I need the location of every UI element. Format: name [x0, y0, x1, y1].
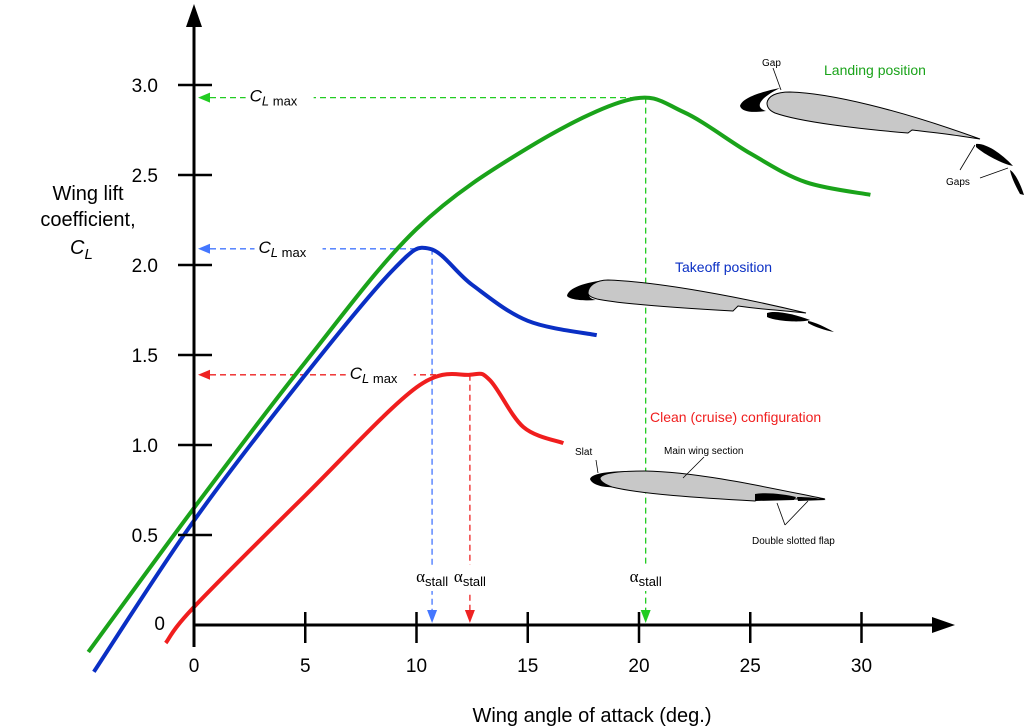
landing-flap-2 [1010, 170, 1024, 195]
takeoff-position-label: Takeoff position [675, 259, 772, 275]
cl-max-label: CL max [259, 238, 307, 260]
cl-max-label: CL max [250, 87, 298, 109]
landing-position-label: Landing position [824, 62, 926, 78]
y-tick-label: 1.0 [132, 436, 158, 457]
alpha-stall-label: αstall [454, 567, 486, 589]
y-tick-label: 3.0 [132, 76, 158, 97]
landing-slat [740, 88, 780, 112]
cl-max-label-bg [345, 360, 414, 385]
alpha-stall-label-bg [414, 565, 453, 591]
slat-label: Slat [575, 447, 592, 458]
clean-configuration-label: Clean (cruise) configuration [650, 409, 821, 425]
x-axis-arrow-icon [932, 617, 955, 633]
takeoff-flap-1 [767, 311, 810, 322]
airfoil-takeoff [567, 279, 834, 332]
x-axis-label: Wing angle of attack (deg.) [472, 705, 711, 727]
alpha-stall-label-bg [451, 565, 490, 591]
y-axis-label-line1: Wing lift [52, 183, 124, 205]
alpha-stall-arrow-icon [640, 610, 651, 623]
x-tick-label: 15 [517, 656, 538, 677]
alpha-stall-label: αstall [630, 567, 662, 589]
x-tick-label: 10 [406, 656, 427, 677]
airfoil-clean [590, 456, 826, 526]
y-tick-label: 1.5 [132, 346, 158, 367]
x-tick-label: 5 [300, 656, 311, 677]
alpha-stall-label: αstall [416, 567, 448, 589]
landing-flap-1 [976, 143, 1013, 166]
series-line-0 [86, 95, 871, 654]
airfoil-landing [740, 67, 1024, 195]
alpha-stall-arrow-icon [464, 610, 475, 623]
landing-main-wing [766, 91, 981, 140]
x-tick-label: 30 [851, 656, 872, 677]
x-tick-label: 25 [740, 656, 761, 677]
clean-slat [590, 471, 635, 488]
cl-max-label: CL max [350, 364, 398, 386]
gaps-label: Gaps [946, 177, 970, 188]
series-line-2 [164, 371, 565, 645]
main-wing-section-label: Main wing section [664, 446, 743, 457]
cl-max-arrow-icon [198, 243, 210, 254]
takeoff-flap-2 [808, 321, 834, 332]
cl-max-arrow-icon [198, 92, 210, 103]
gap-label: Gap [762, 58, 781, 69]
series-line-1 [92, 245, 598, 673]
y-tick-label: 0.5 [132, 526, 158, 547]
double-slotted-flap-label: Double slotted flap [752, 536, 835, 547]
y-tick-label: 0 [154, 614, 165, 635]
clean-flap-1 [755, 493, 796, 501]
cl-max-arrow-icon [198, 369, 210, 380]
y-tick-label: 2.5 [132, 166, 158, 187]
clean-flap-2 [797, 497, 826, 501]
cl-max-label-bg [245, 83, 314, 108]
y-tick-label: 2.0 [132, 256, 158, 277]
y-axis-arrow-icon [186, 4, 202, 27]
alpha-stall-label-bg [627, 565, 666, 591]
x-tick-label: 0 [189, 656, 200, 677]
y-axis-label-symbol: CL [70, 237, 93, 263]
y-axis-label-line2: coefficient, [40, 209, 135, 231]
alpha-stall-arrow-icon [427, 610, 438, 623]
x-tick-label: 20 [628, 656, 649, 677]
cl-max-label-bg [254, 234, 323, 259]
takeoff-main-wing [587, 279, 807, 314]
